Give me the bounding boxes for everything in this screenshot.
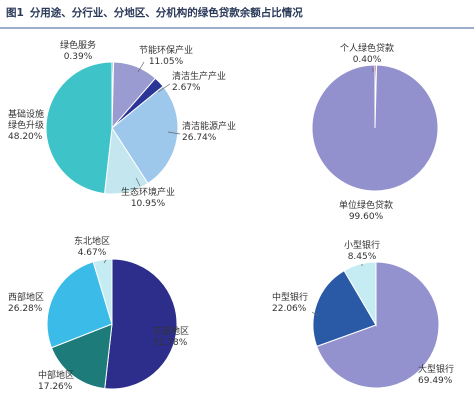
slice-value-label: 0.40% <box>353 55 382 65</box>
pie-slice <box>45 61 113 195</box>
slice-label: 个人绿色贷款 <box>340 42 394 54</box>
slice-label: 生态环境产业 <box>121 186 175 198</box>
slice-label: 大型银行 <box>418 363 454 375</box>
slice-value-label: 69.49% <box>418 376 453 386</box>
slice-label: 绿色升级 <box>8 119 44 131</box>
pie-slice <box>311 64 439 192</box>
leader-line <box>311 311 319 317</box>
pie-slice <box>111 85 179 185</box>
pie-slice <box>316 261 440 389</box>
slice-value-label: 99.60% <box>349 212 384 222</box>
slice-label: 节能环保产业 <box>139 44 193 56</box>
slice-value-label: 4.67% <box>78 248 107 258</box>
slice-value-label: 10.95% <box>131 199 166 209</box>
slice-value-label: 2.67% <box>172 83 201 93</box>
slice-label: 绿色服务 <box>60 39 96 51</box>
pie-slice <box>104 258 178 390</box>
slice-value-label: 8.45% <box>348 252 377 262</box>
slice-label: 中部地区 <box>38 369 74 381</box>
slice-label: 小型银行 <box>344 239 380 251</box>
leader-line <box>167 131 181 135</box>
pie-slice <box>343 261 377 327</box>
slice-value-label: 48.20% <box>8 132 43 142</box>
slice-label: 清洁生产产业 <box>172 70 226 82</box>
slice-label: 西部地区 <box>8 291 44 303</box>
slice-value-label: 11.05% <box>149 57 184 67</box>
slice-label: 东北地区 <box>74 235 110 247</box>
figure-title-text: 分用途、分行业、分地区、分机构的绿色贷款余额占比情况 <box>29 7 303 19</box>
slice-value-label: 26.74% <box>182 133 217 143</box>
leader-line <box>135 177 141 187</box>
slice-label: 东部地区 <box>153 325 189 337</box>
slice-label: 中型银行 <box>272 291 308 303</box>
slice-value-label: 22.06% <box>272 304 307 314</box>
pie-slice <box>50 323 113 390</box>
pie-slice <box>312 269 377 348</box>
slice-value-label: 51.78% <box>153 338 188 348</box>
slice-value-label: 0.39% <box>64 52 93 62</box>
pie-slice <box>92 258 113 325</box>
leader-line <box>157 83 171 93</box>
figure-title: 图1 分用途、分行业、分地区、分机构的绿色贷款余额占比情况 <box>6 5 303 20</box>
leader-line <box>137 61 145 73</box>
slice-value-label: 26.28% <box>8 304 43 314</box>
pie-slice <box>46 261 113 349</box>
slice-label: 清洁能源产业 <box>182 120 236 132</box>
slice-label: 单位绿色贷款 <box>339 199 393 211</box>
figure-number: 图1 <box>6 7 24 19</box>
slice-value-label: 17.26% <box>38 382 73 392</box>
leader-line <box>103 259 107 264</box>
slice-label: 基础设施 <box>8 108 44 120</box>
